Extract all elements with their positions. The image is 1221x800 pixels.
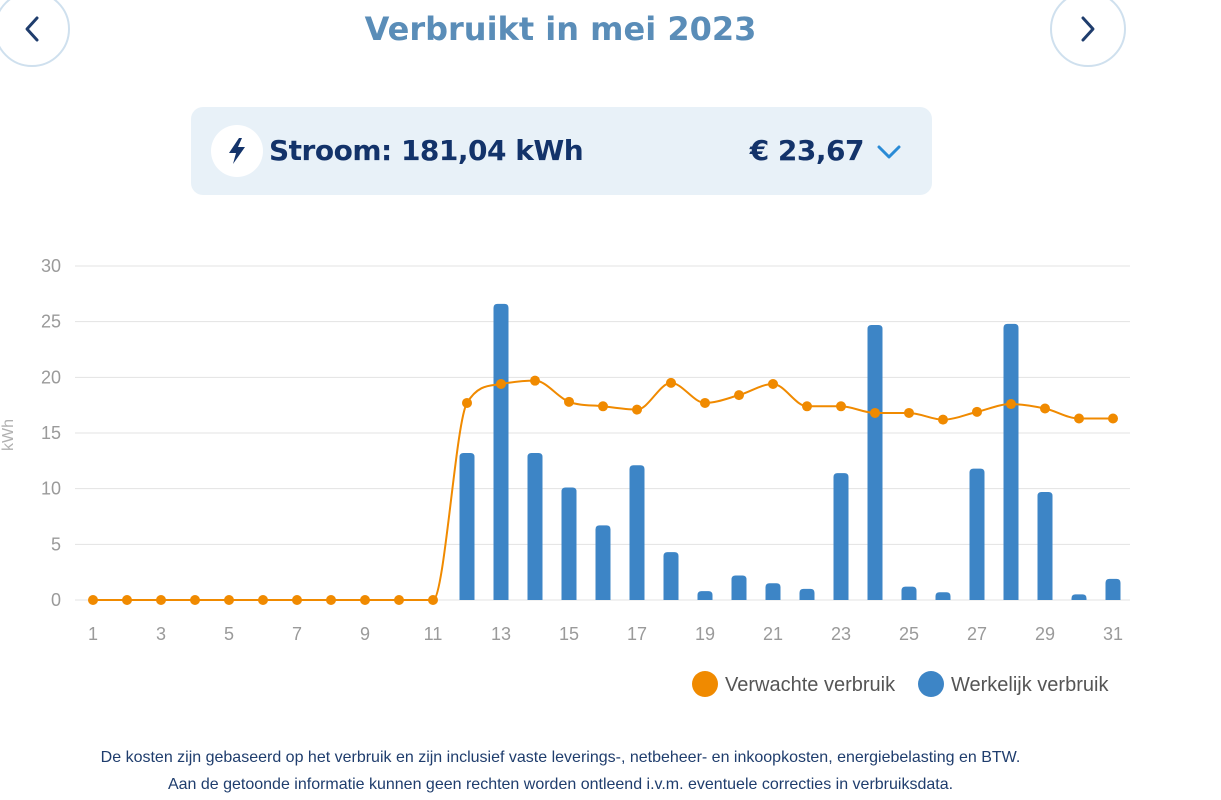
legend-marker-actual <box>918 671 944 697</box>
bar-day-30 <box>1071 594 1087 600</box>
bar-day-24 <box>867 325 883 600</box>
expected-point-day-4 <box>190 595 200 605</box>
y-tick-label: 15 <box>41 423 61 443</box>
bar-day-14 <box>527 453 543 600</box>
x-tick-label: 17 <box>627 624 647 644</box>
previous-month-button[interactable] <box>0 0 70 67</box>
expected-point-day-10 <box>394 595 404 605</box>
legend-marker-expected <box>692 671 718 697</box>
bar-day-20 <box>731 575 747 600</box>
x-tick-label: 21 <box>763 624 783 644</box>
expected-point-day-31 <box>1108 413 1118 424</box>
bar-day-12 <box>459 453 475 600</box>
expected-point-day-28 <box>1006 399 1016 410</box>
y-tick-label: 10 <box>41 479 61 499</box>
expected-point-day-13 <box>496 379 506 390</box>
disclaimer-line-1: De kosten zijn gebaseerd op het verbruik… <box>100 749 1021 766</box>
x-tick-label: 31 <box>1103 624 1123 644</box>
expected-point-day-22 <box>802 401 812 412</box>
chevron-down-icon <box>877 145 901 159</box>
bar-day-16 <box>595 525 611 600</box>
page-title: Verbruikt in mei 2023 <box>364 10 757 48</box>
bar-day-22 <box>799 588 815 600</box>
expected-point-day-20 <box>734 390 744 401</box>
expected-point-day-23 <box>836 401 846 412</box>
bar-day-18 <box>663 552 679 600</box>
x-tick-label: 1 <box>88 624 98 644</box>
x-tick-label: 15 <box>559 624 579 644</box>
legend-label-actual: Werkelijk verbruik <box>951 674 1109 696</box>
expected-point-day-25 <box>904 407 914 418</box>
expected-point-day-29 <box>1040 403 1050 414</box>
expected-point-day-3 <box>156 595 166 605</box>
x-tick-label: 25 <box>899 624 919 644</box>
electricity-cost: € 23,67 <box>749 134 865 167</box>
bar-day-25 <box>901 586 917 600</box>
bar-day-29 <box>1037 492 1053 600</box>
expected-point-day-19 <box>700 397 710 408</box>
expected-point-day-24 <box>870 407 880 418</box>
legend-label-expected: Verwachte verbruik <box>725 674 896 696</box>
electricity-usage-label: Stroom: 181,04 kWh <box>269 134 584 167</box>
x-tick-label: 23 <box>831 624 851 644</box>
y-axis-label: kWh <box>0 419 17 451</box>
x-tick-label: 19 <box>695 624 715 644</box>
y-tick-label: 20 <box>41 367 61 387</box>
y-tick-label: 0 <box>51 590 61 610</box>
x-tick-label: 11 <box>424 624 443 644</box>
y-tick-label: 30 <box>41 256 61 276</box>
expected-point-day-14 <box>530 375 540 386</box>
expand-details-button[interactable] <box>874 139 904 165</box>
chevron-left-icon <box>25 16 39 42</box>
expected-point-day-1 <box>88 595 98 605</box>
expected-point-day-26 <box>938 414 948 425</box>
expected-point-day-11 <box>428 595 438 605</box>
expected-point-day-6 <box>258 595 268 605</box>
bar-day-28 <box>1003 323 1019 600</box>
expected-point-day-8 <box>326 595 336 605</box>
usage-summary-card: Stroom: 181,04 kWh € 23,67 <box>191 107 932 195</box>
expected-point-day-21 <box>768 379 778 390</box>
x-tick-label: 9 <box>360 624 370 644</box>
bar-day-27 <box>969 468 985 600</box>
bar-day-31 <box>1105 578 1121 600</box>
expected-point-day-27 <box>972 406 982 417</box>
expected-point-day-2 <box>122 595 132 605</box>
x-tick-label: 13 <box>491 624 511 644</box>
expected-point-day-7 <box>292 595 302 605</box>
bar-day-17 <box>629 465 645 600</box>
bar-day-23 <box>833 473 849 600</box>
disclaimer: De kosten zijn gebaseerd op het verbruik… <box>0 744 1121 798</box>
next-month-button[interactable] <box>1050 0 1126 67</box>
bar-day-26 <box>935 592 951 600</box>
disclaimer-line-2: Aan de getoonde informatie kunnen geen r… <box>167 776 954 793</box>
x-tick-label: 27 <box>967 624 987 644</box>
expected-point-day-30 <box>1074 413 1084 424</box>
expected-point-day-17 <box>632 404 642 415</box>
x-tick-label: 5 <box>224 624 234 644</box>
y-tick-label: 5 <box>51 534 61 554</box>
x-tick-label: 3 <box>156 624 166 644</box>
lightning-bolt-icon <box>229 138 245 164</box>
bar-day-15 <box>561 487 577 600</box>
expected-point-day-9 <box>360 595 370 605</box>
bolt-icon-badge <box>211 125 263 177</box>
expected-point-day-16 <box>598 401 608 412</box>
expected-point-day-15 <box>564 396 574 407</box>
expected-point-day-12 <box>462 397 472 408</box>
bar-day-19 <box>697 591 713 600</box>
expected-point-day-18 <box>666 377 676 388</box>
bar-day-21 <box>765 583 781 600</box>
expected-point-day-5 <box>224 595 234 605</box>
x-tick-label: 29 <box>1035 624 1055 644</box>
x-tick-label: 7 <box>292 624 302 644</box>
y-tick-label: 25 <box>41 312 61 332</box>
chevron-right-icon <box>1081 16 1095 42</box>
bar-day-13 <box>493 303 509 600</box>
